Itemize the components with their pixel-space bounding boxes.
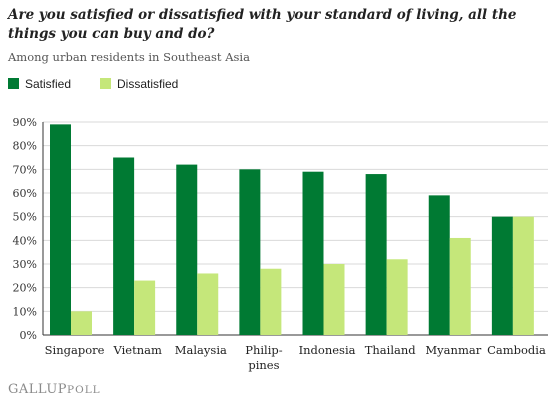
legend-label-dissatisfied: Dissatisfied (117, 77, 179, 91)
y-tick-label: 90% (13, 116, 37, 129)
y-tick-label: 40% (13, 234, 37, 247)
bar-dissatisfied (71, 311, 92, 335)
bar-satisfied (113, 157, 135, 335)
bar-satisfied (50, 124, 71, 335)
x-tick-label: Cambodia (487, 343, 546, 357)
bar-satisfied (176, 164, 198, 335)
x-tick-label: Malaysia (175, 343, 227, 357)
y-tick-label: 60% (13, 187, 37, 200)
gallup-poll-logo: GALLUPPOLL (8, 382, 101, 397)
logo-product: POLL (67, 384, 101, 396)
x-tick-label: Thailand (365, 343, 417, 357)
chart-title: Are you satisfied or dissatisfied with y… (8, 7, 517, 42)
bar-satisfied (365, 174, 387, 335)
bar-dissatisfied (449, 237, 471, 335)
logo-brand: GALLUP (8, 382, 68, 397)
x-tick-label: Vietnam (112, 343, 161, 357)
x-tick-label: pines (248, 358, 279, 372)
bar-dissatisfied (260, 268, 282, 335)
y-tick-label: 50% (13, 211, 37, 224)
legend-swatch-dissatisfied (100, 78, 111, 89)
x-tick-label: Singapore (45, 343, 105, 357)
legend-item-dissatisfied: Dissatisfied (100, 77, 178, 91)
y-tick-label: 30% (13, 258, 37, 271)
y-tick-label: 10% (13, 305, 37, 318)
x-tick-label: Philip- (245, 343, 283, 357)
y-tick-label: 20% (13, 282, 37, 295)
chart-subtitle: Among urban residents in Southeast Asia (8, 50, 250, 64)
bar-dissatisfied (197, 273, 219, 335)
legend-swatch-satisfied (8, 78, 19, 89)
bar-satisfied (491, 216, 513, 335)
y-tick-label: 0% (20, 329, 37, 342)
y-tick-label: 80% (13, 140, 37, 153)
legend-label-satisfied: Satisfied (25, 77, 72, 91)
bar-dissatisfied (134, 280, 156, 335)
legend-item-satisfied: Satisfied (8, 77, 71, 91)
bar-satisfied (239, 169, 261, 335)
x-tick-label: Myanmar (425, 343, 481, 357)
bar-dissatisfied (323, 264, 345, 335)
bar-dissatisfied (386, 259, 408, 335)
x-tick-label: Indonesia (299, 343, 356, 357)
bar-satisfied (428, 195, 450, 335)
bar-satisfied (302, 171, 324, 335)
bar-dissatisfied (512, 216, 534, 335)
y-tick-label: 70% (13, 163, 37, 176)
